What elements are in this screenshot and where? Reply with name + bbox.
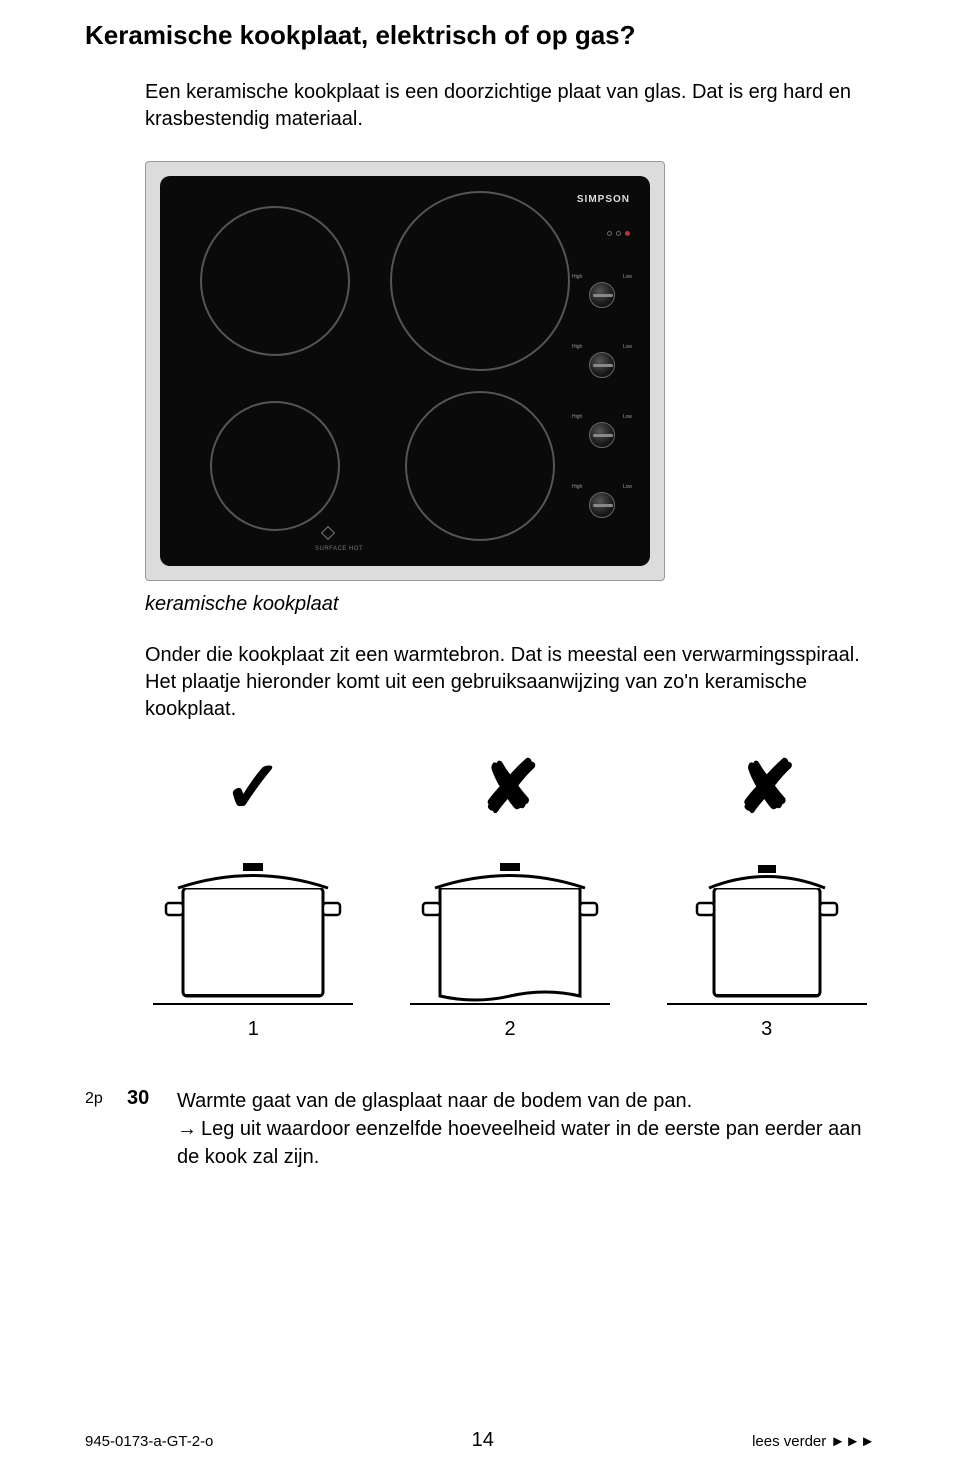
pot-column-2: ✘ <box>402 743 619 1008</box>
knob-icon <box>589 492 615 518</box>
question-30: 2p 30 Warmte gaat van de glasplaat naar … <box>85 1087 875 1171</box>
pots-diagram: ✓ ✘ ✘ <box>145 743 875 1008</box>
pot-column-1: ✓ <box>145 743 362 1008</box>
burner-2 <box>390 191 570 371</box>
cross-icon: ✘ <box>480 743 540 833</box>
pot-number-2: 2 <box>402 1018 619 1041</box>
diamond-icon <box>321 526 335 540</box>
knob-group-4: High Low <box>572 476 632 526</box>
knob-high-label: High <box>572 414 582 420</box>
knob-group-2: High Low <box>572 336 632 386</box>
knob-high-label: High <box>572 274 582 280</box>
arrow-icon: → <box>177 1115 201 1143</box>
burner-1 <box>200 206 350 356</box>
pot-3-illustration <box>662 833 872 1008</box>
question-line-2: Leg uit waardoor eenzelfde hoeveelheid w… <box>177 1118 861 1168</box>
continue-label: lees verder ►►► <box>752 1433 875 1450</box>
cross-icon: ✘ <box>737 743 797 833</box>
pot-numbers-row: 1 2 3 <box>145 1018 875 1041</box>
burner-3 <box>210 401 340 531</box>
cooktop-frame: SIMPSON High Low High Low High <box>145 161 665 581</box>
cooktop-figure: SIMPSON High Low High Low High <box>145 161 875 581</box>
pot-1-illustration <box>148 833 358 1008</box>
led-icon <box>607 231 612 236</box>
knob-high-label: High <box>572 484 582 490</box>
pot-number-3: 3 <box>658 1018 875 1041</box>
page-title: Keramische kookplaat, elektrisch of op g… <box>85 20 875 51</box>
doc-id: 945-0173-a-GT-2-o <box>85 1433 213 1450</box>
knob-high-label: High <box>572 344 582 350</box>
question-number: 30 <box>127 1087 177 1110</box>
check-icon: ✓ <box>223 743 283 833</box>
knob-low-label: Low <box>623 274 632 280</box>
burner-4 <box>405 391 555 541</box>
brand-label: SIMPSON <box>577 194 630 205</box>
led-icon <box>616 231 621 236</box>
surface-hot-label: SURFACE HOT <box>315 546 363 552</box>
cooktop-glass: SIMPSON High Low High Low High <box>160 176 650 566</box>
knob-low-label: Low <box>623 344 632 350</box>
intro-paragraph: Een keramische kookplaat is een doorzich… <box>145 79 875 133</box>
pot-number-1: 1 <box>145 1018 362 1041</box>
pot-2-illustration <box>405 833 615 1008</box>
pot-column-3: ✘ <box>658 743 875 1008</box>
question-body: Warmte gaat van de glasplaat naar de bod… <box>177 1087 875 1171</box>
knob-low-label: Low <box>623 484 632 490</box>
body-paragraph: Onder die kookplaat zit een warmtebron. … <box>145 642 875 723</box>
indicator-leds <box>607 231 630 236</box>
knob-icon <box>589 422 615 448</box>
figure-caption: keramische kookplaat <box>145 593 875 616</box>
knob-icon <box>589 352 615 378</box>
knob-group-1: High Low <box>572 266 632 316</box>
page-footer: 945-0173-a-GT-2-o 14 lees verder ►►► <box>85 1429 875 1452</box>
knob-low-label: Low <box>623 414 632 420</box>
led-icon <box>625 231 630 236</box>
page-content: Keramische kookplaat, elektrisch of op g… <box>0 0 960 1171</box>
question-line-1: Warmte gaat van de glasplaat naar de bod… <box>177 1090 692 1112</box>
page-number: 14 <box>472 1429 494 1452</box>
question-points: 2p <box>85 1087 127 1108</box>
knob-group-3: High Low <box>572 406 632 456</box>
knob-icon <box>589 282 615 308</box>
